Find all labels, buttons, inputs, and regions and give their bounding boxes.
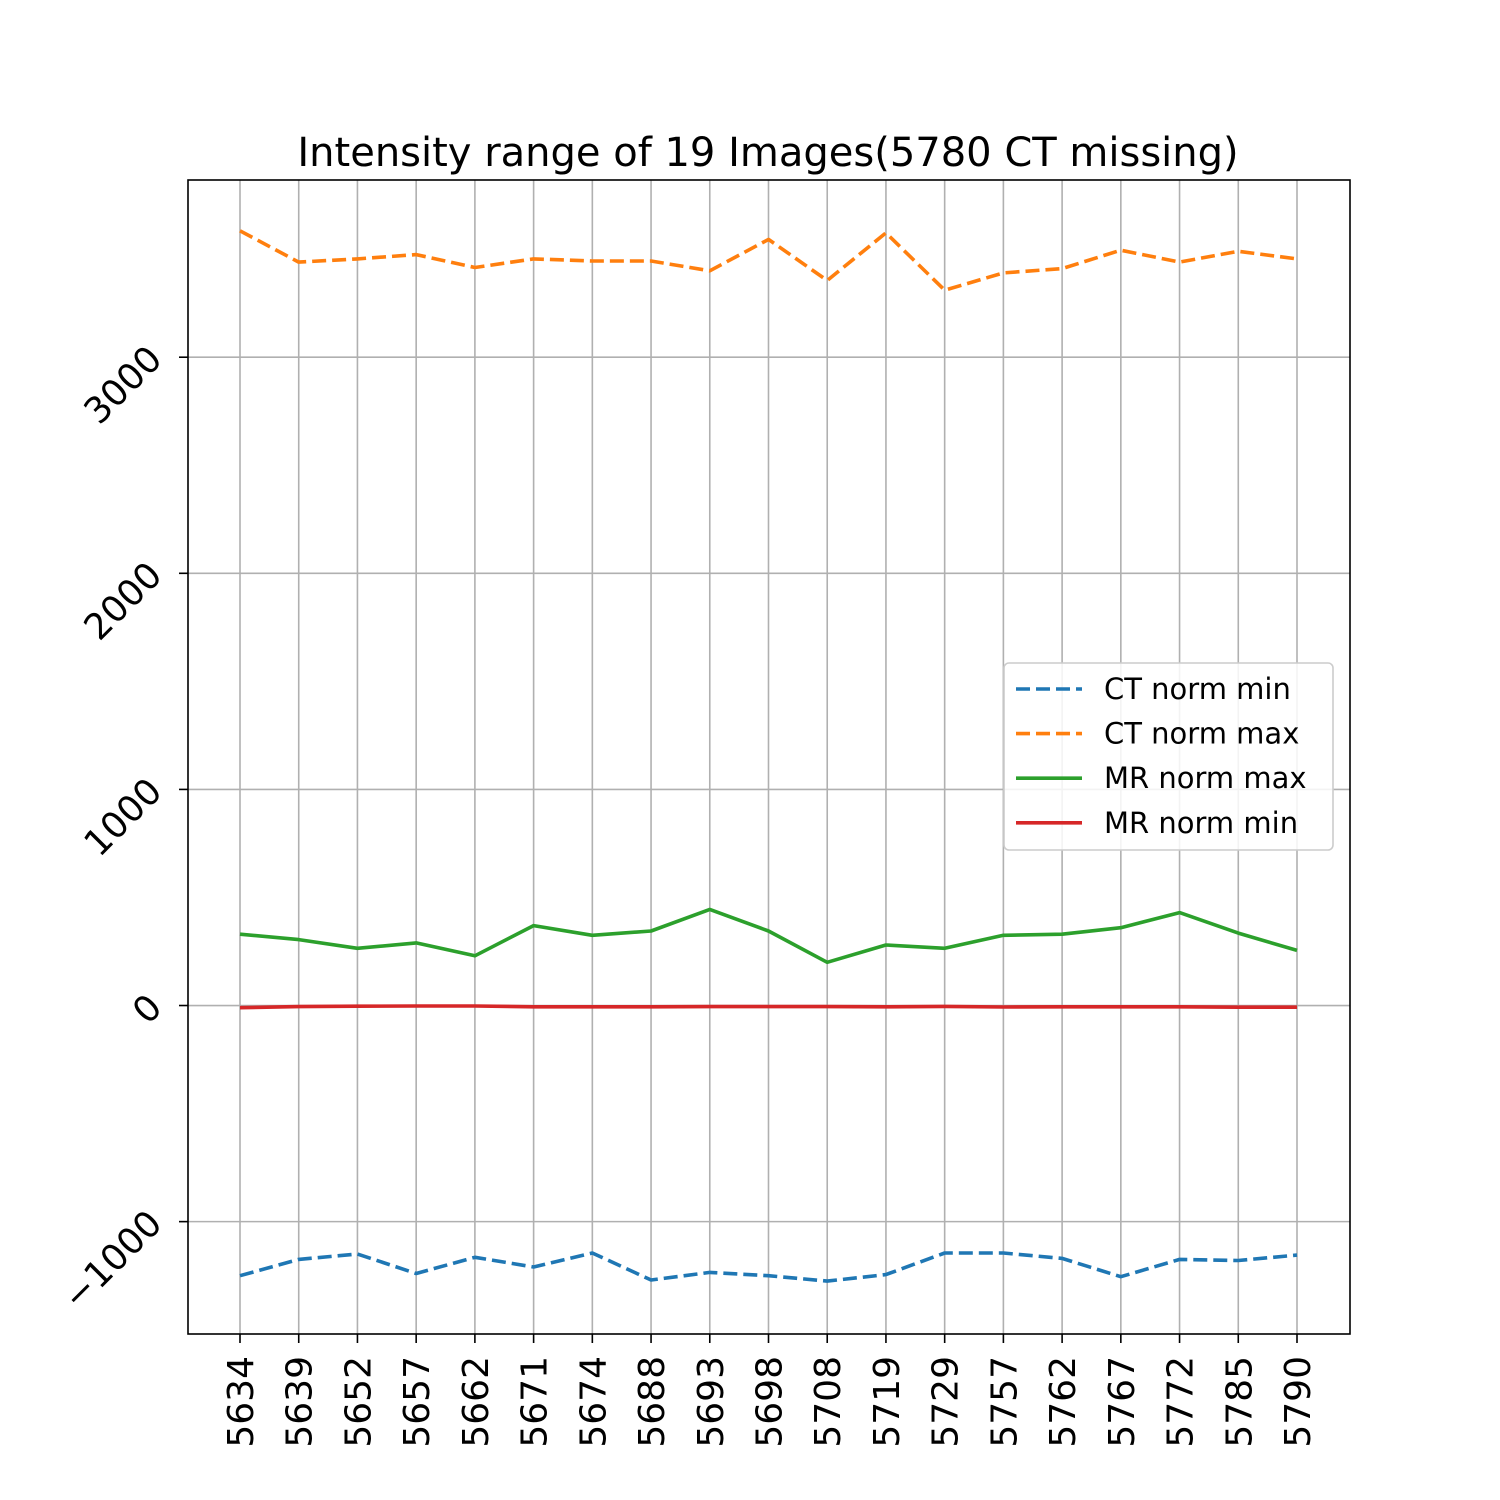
x-tick-label: 5693 <box>691 1356 732 1448</box>
x-tick-label: 5698 <box>750 1356 791 1448</box>
x-tick-label: 5662 <box>456 1356 497 1448</box>
y-tick-label: 2000 <box>77 555 171 649</box>
x-tick-label: 5785 <box>1219 1356 1260 1448</box>
legend-label: CT norm max <box>1104 717 1299 751</box>
x-tick-label: 5762 <box>1043 1356 1084 1448</box>
x-tick-label: 5671 <box>515 1356 556 1448</box>
series-line-ct-norm-min <box>239 1251 1298 1283</box>
axis-ticks: 5634 5639 5652 5657 5662 5671 5674 5688 5693 5698… <box>55 339 1319 1448</box>
series-line-ct-norm-max <box>239 229 1298 293</box>
series-line-mr-norm-min <box>239 1004 1297 1010</box>
plot-series <box>239 229 1298 1283</box>
legend: CT norm min CT norm max MR norm max MR norm… <box>1003 662 1334 851</box>
x-tick-label: 5772 <box>1161 1356 1202 1448</box>
chart-title: Intensity range of 19 Images(5780 CT mis… <box>297 130 1238 176</box>
x-tick-label: 5757 <box>984 1356 1025 1448</box>
x-tick-label: 5652 <box>338 1356 379 1448</box>
x-tick-label: 5708 <box>808 1356 849 1448</box>
y-tick-label: 1000 <box>77 771 171 865</box>
legend-label: MR norm min <box>1104 806 1298 840</box>
x-tick-label: 5790 <box>1278 1356 1319 1448</box>
series-line-mr-norm-max <box>239 907 1298 965</box>
x-tick-label: 5719 <box>867 1356 908 1448</box>
y-tick-label: 0 <box>125 987 170 1032</box>
x-tick-label: 5657 <box>397 1356 438 1448</box>
y-tick-label: −1000 <box>55 1203 170 1318</box>
legend-label: MR norm max <box>1104 761 1307 795</box>
y-tick-label: 3000 <box>77 339 171 433</box>
legend-box <box>1003 662 1334 851</box>
legend-label: CT norm min <box>1104 672 1291 706</box>
x-tick-label: 5634 <box>221 1356 262 1448</box>
x-tick-label: 5688 <box>632 1356 673 1448</box>
x-tick-label: 5639 <box>280 1356 321 1448</box>
x-tick-label: 5767 <box>1102 1356 1143 1448</box>
x-tick-label: 5674 <box>573 1356 614 1448</box>
x-tick-label: 5729 <box>926 1356 967 1448</box>
